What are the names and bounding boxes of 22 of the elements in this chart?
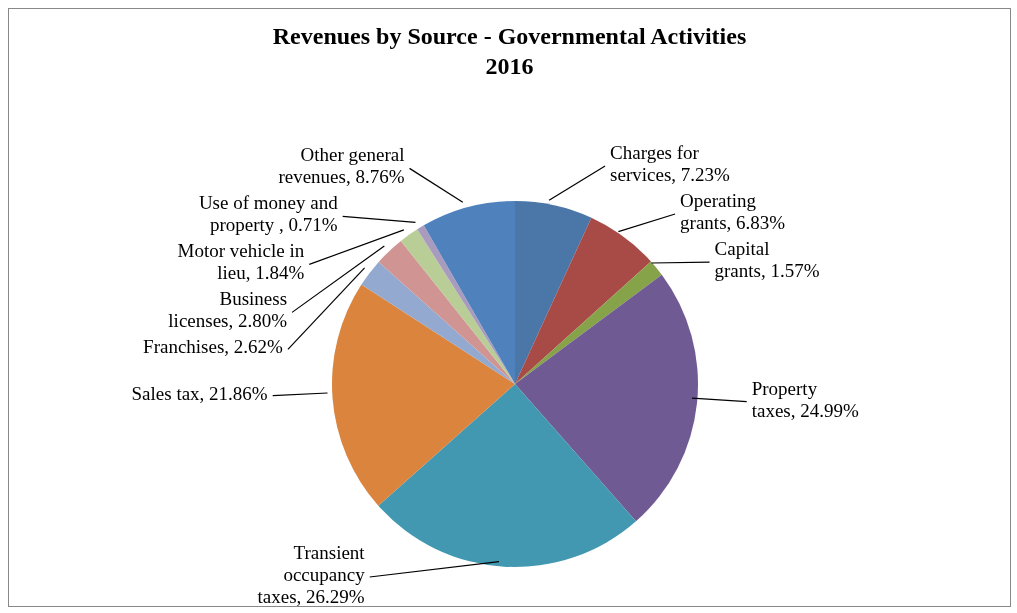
slice-label: Sales tax, 21.86% — [131, 383, 268, 405]
pie-slice — [515, 217, 651, 384]
slice-label: Property taxes, 24.99% — [751, 378, 859, 422]
slice-label: Other general revenues, 8.76% — [278, 144, 405, 188]
chart-title: Revenues by Source - Governmental Activities 2016 — [271, 22, 748, 81]
pie-slice — [400, 229, 515, 384]
slice-label: Use of money and property , 0.71% — [198, 192, 339, 236]
pie-slice — [378, 240, 515, 384]
pie-slice — [423, 201, 515, 384]
slice-label: Operating grants, 6.83% — [680, 190, 786, 234]
pie-slice — [417, 225, 515, 384]
pie-slice — [515, 274, 698, 522]
slice-label: Transient occupancy taxes, 26.29% — [257, 542, 366, 608]
pie-slice — [332, 284, 515, 506]
slice-label: Franchises, 2.62% — [143, 336, 284, 358]
slice-label: Business licenses, 2.80% — [168, 288, 288, 332]
slice-label: Capital grants, 1.57% — [714, 238, 820, 282]
pie-slice — [378, 384, 636, 567]
slice-label: Motor vehicle in lieu, 1.84% — [177, 240, 305, 284]
pie-slice — [515, 201, 592, 384]
slice-label: Charges for services, 7.23% — [610, 142, 731, 186]
pie-slice — [361, 261, 515, 384]
